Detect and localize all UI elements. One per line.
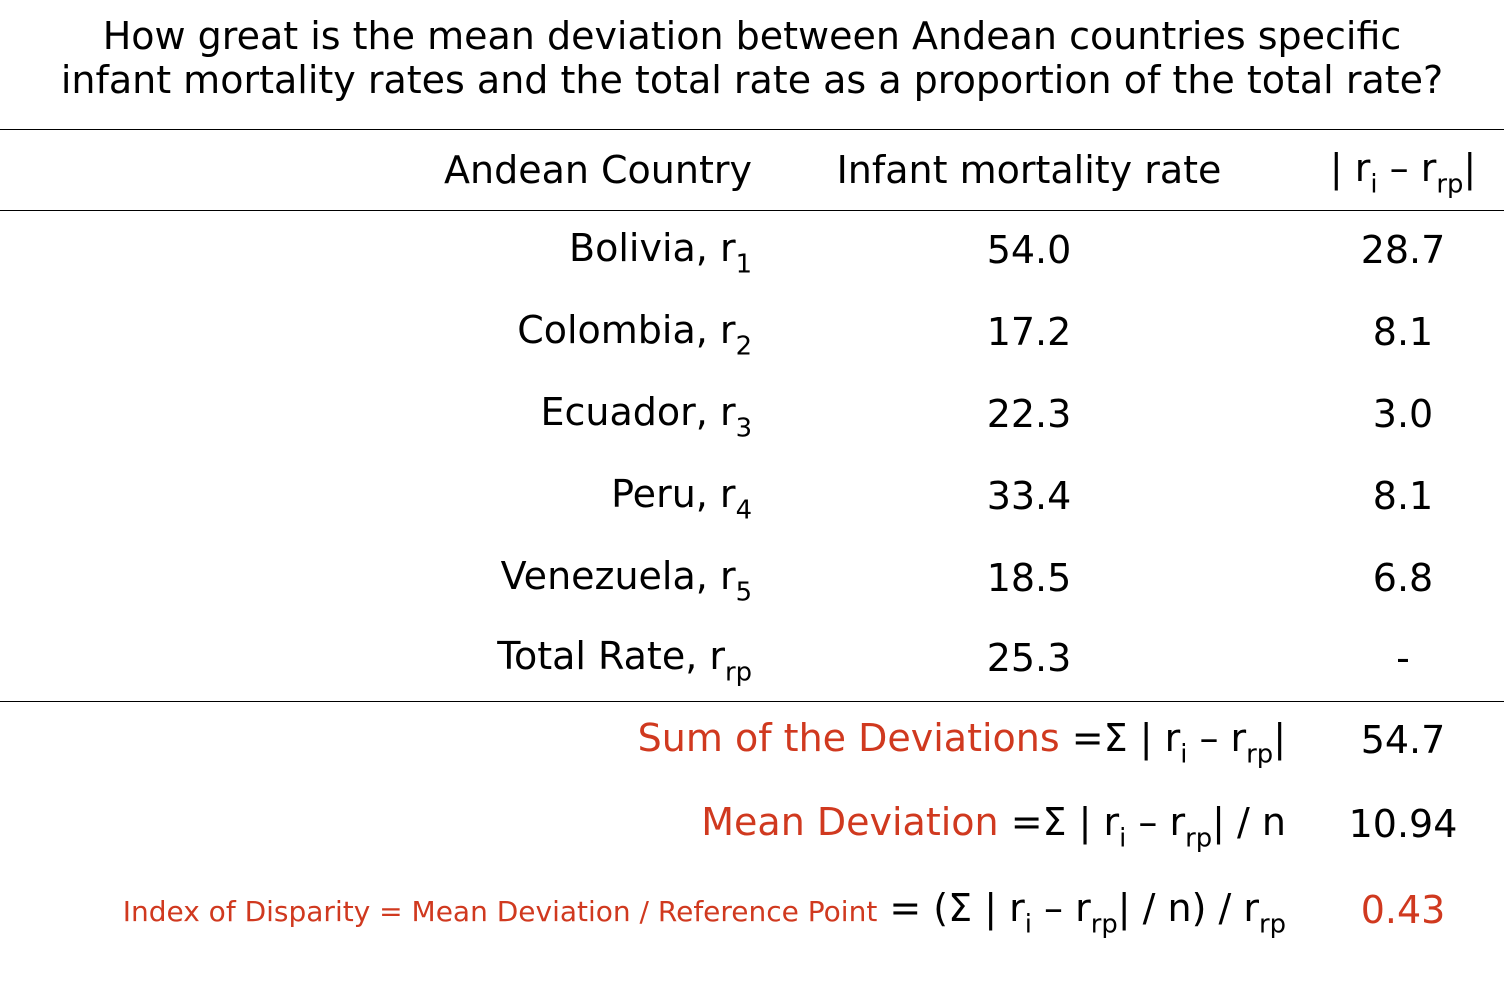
row-label: Colombia, r2: [517, 308, 752, 362]
row-label: Total Rate, rrp: [497, 634, 752, 688]
row-deviation: -: [1396, 636, 1410, 680]
mean-formula: Mean Deviation =Σ | ri – rrp| / n: [701, 800, 1286, 854]
header-rate: Infant mortality rate: [836, 148, 1222, 192]
page-title: How great is the mean deviation between …: [0, 14, 1504, 102]
row-rate: 25.3: [986, 636, 1072, 680]
row-rate: 17.2: [986, 310, 1072, 354]
index-label: Index of Disparity = Mean Deviation / Re…: [122, 895, 878, 928]
mean-value: 10.94: [1348, 802, 1458, 846]
bottom-rule: [0, 701, 1504, 702]
sum-formula: Sum of the Deviations =Σ | ri – rrp|: [637, 716, 1286, 770]
row-label: Bolivia, r1: [569, 226, 752, 280]
header-rule: [0, 210, 1504, 211]
row-rate: 54.0: [986, 228, 1072, 272]
title-line-1: How great is the mean deviation between …: [102, 14, 1402, 58]
header-country: Andean Country: [444, 148, 752, 192]
row-label: Venezuela, r5: [500, 554, 752, 608]
row-rate: 18.5: [986, 556, 1072, 600]
row-deviation: 3.0: [1372, 392, 1434, 436]
row-deviation: 8.1: [1372, 310, 1434, 354]
index-formula: Index of Disparity = Mean Deviation / Re…: [122, 886, 1286, 940]
title-line-2: infant mortality rates and the total rat…: [60, 58, 1444, 102]
row-deviation: 6.8: [1372, 556, 1434, 600]
top-rule: [0, 129, 1504, 130]
row-deviation: 8.1: [1372, 474, 1434, 518]
sum-value: 54.7: [1360, 718, 1446, 762]
mean-label: Mean Deviation: [701, 800, 999, 844]
row-rate: 33.4: [986, 474, 1072, 518]
sum-label: Sum of the Deviations: [637, 716, 1060, 760]
row-rate: 22.3: [986, 392, 1072, 436]
header-deviation: | ri – rrp|: [1329, 146, 1477, 200]
row-deviation: 28.7: [1360, 228, 1446, 272]
index-value: 0.43: [1360, 888, 1446, 932]
row-label: Peru, r4: [611, 472, 752, 526]
row-label: Ecuador, r3: [540, 390, 752, 444]
